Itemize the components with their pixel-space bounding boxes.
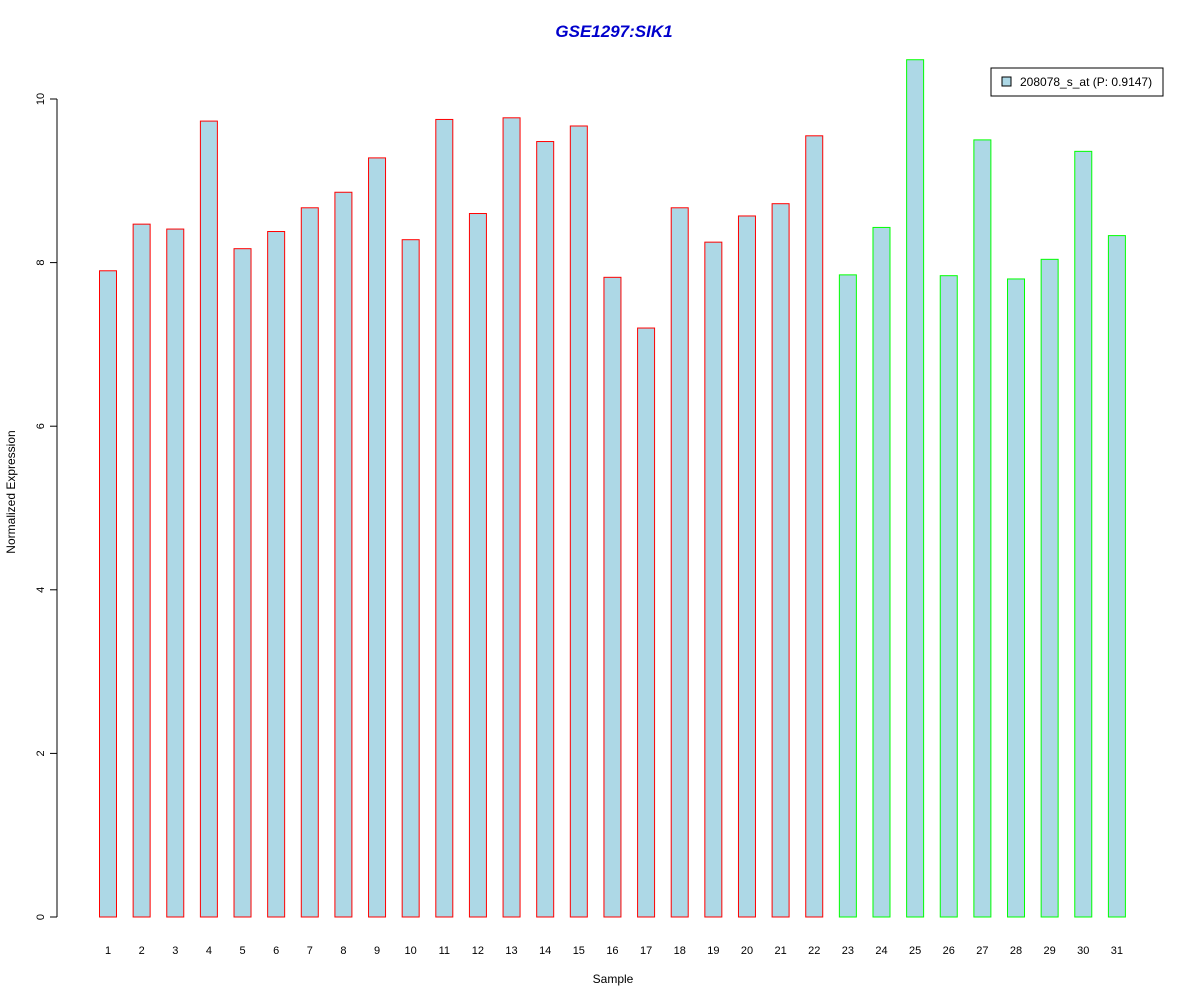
x-tick-label: 5 [239,945,245,957]
x-tick-label: 22 [808,945,820,957]
x-tick-labels: 1 2 3 4 5 6 7 8 9 10 11 12 13 14 15 16 17 18 19 20 21 22 23 24 2… [105,945,1123,957]
x-tick-label: 19 [707,945,719,957]
bar-sample-22 [805,135,824,918]
bar-sample-18 [670,207,689,918]
x-tick-label: 23 [842,945,854,957]
bar-sample-7 [300,207,319,918]
bar-sample-21 [771,203,790,918]
y-tick-label: 4 [35,587,47,593]
bar-sample-17 [637,327,656,918]
bar-sample-13 [502,117,521,918]
x-tick-label: 12 [472,945,484,957]
x-tick-label: 10 [405,945,417,957]
y-tick-label: 2 [35,750,47,756]
bar-sample-8 [334,191,353,918]
x-tick-label: 16 [606,945,618,957]
x-tick-label: 20 [741,945,753,957]
x-tick-label: 2 [139,945,145,957]
bar-sample-4 [199,120,218,918]
chart-title: GSE1297:SIK1 [555,22,672,41]
x-tick-label: 9 [374,945,380,957]
x-tick-label: 29 [1044,945,1056,957]
y-axis: 0 2 4 6 8 10 [35,93,58,920]
bar-sample-29 [1040,258,1059,918]
bar-sample-10 [401,239,420,918]
bar-sample-14 [536,141,555,918]
x-tick-label: 4 [206,945,212,957]
bar-sample-3 [166,228,185,918]
y-tick-label: 6 [35,423,47,429]
bar-sample-11 [435,118,454,918]
x-tick-label: 3 [172,945,178,957]
bars [99,59,1126,918]
legend-box [990,67,1164,97]
bar-sample-28 [1007,278,1026,918]
bar-sample-15 [569,125,588,918]
bar-sample-24 [872,226,891,918]
x-tick-label: 1 [105,945,111,957]
x-tick-label: 21 [774,945,786,957]
bar-sample-31 [1107,235,1126,918]
x-tick-label: 14 [539,945,551,957]
bar-sample-26 [939,275,958,918]
x-tick-label: 15 [573,945,585,957]
bar-sample-1 [99,270,117,918]
y-axis-label: Normalized Expression [4,430,18,553]
x-axis-label: Sample [593,972,634,986]
bar-sample-23 [838,274,857,918]
y-tick-label: 8 [35,260,47,266]
bar-sample-6 [267,231,286,918]
bar-sample-25 [906,59,925,918]
x-tick-label: 7 [307,945,313,957]
bar-sample-12 [468,213,487,918]
x-tick-label: 6 [273,945,279,957]
x-tick-label: 17 [640,945,652,957]
legend-swatch [1001,76,1012,87]
bar-sample-27 [973,139,992,918]
x-tick-label: 18 [674,945,686,957]
x-tick-label: 11 [439,945,450,957]
y-tick-label: 0 [35,914,47,920]
x-tick-label: 13 [505,945,517,957]
x-tick-label: 30 [1077,945,1089,957]
bar-sample-19 [704,241,723,918]
x-tick-label: 27 [976,945,988,957]
x-tick-label: 24 [875,945,887,957]
bar-sample-20 [737,215,756,918]
x-tick-label: 26 [943,945,955,957]
bar-sample-9 [368,157,387,918]
x-tick-label: 25 [909,945,921,957]
bar-sample-5 [233,248,252,918]
bar-sample-2 [132,223,151,918]
bar-sample-16 [603,276,622,918]
legend: 208078_s_at (P: 0.9147) [990,67,1164,97]
bar-sample-30 [1074,150,1093,918]
x-tick-label: 28 [1010,945,1022,957]
x-tick-label: 8 [340,945,346,957]
legend-entry: 208078_s_at (P: 0.9147) [1020,75,1152,89]
x-tick-label: 31 [1111,945,1123,957]
y-tick-label: 10 [35,93,47,105]
